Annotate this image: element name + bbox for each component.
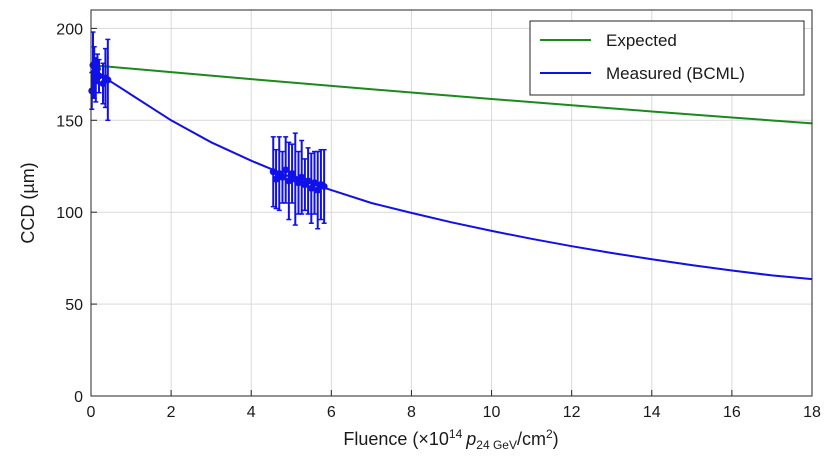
x-axis-label-unit: /cm — [517, 429, 546, 449]
data-point — [278, 173, 286, 181]
x-axis-label-prefix: Fluence (×10 — [343, 429, 449, 449]
x-tick-label: 12 — [563, 404, 581, 421]
series-line-expected — [90, 64, 813, 125]
y-tick-label: 100 — [56, 205, 83, 222]
plot-frame — [90, 9, 813, 397]
x-tick-label: 4 — [247, 404, 256, 421]
x-axis-label-unit-exponent: 2 — [546, 427, 553, 441]
data-point — [104, 76, 112, 84]
data-point — [272, 175, 280, 183]
tick-layer: 0 2 4 6 8 10 12 14 16 18 0 50 100 150 200 — [56, 21, 821, 421]
x-axis-label-particle: p — [465, 429, 476, 449]
x-axis-label: Fluence (×1014 p24 GeV/cm2) — [343, 427, 558, 452]
legend-label-measured: Measured (BCML) — [606, 64, 745, 83]
x-tick-label: 10 — [483, 404, 501, 421]
x-tick-label: 14 — [643, 404, 661, 421]
data-point — [304, 177, 312, 185]
data-point — [282, 166, 290, 174]
data-point — [294, 179, 302, 187]
data-point — [95, 72, 103, 80]
legend: Expected Measured (BCML) — [529, 20, 805, 96]
x-axis-label-suffix: ) — [553, 429, 559, 449]
y-tick-label: 0 — [74, 389, 83, 406]
legend-box — [529, 20, 805, 96]
data-point — [320, 182, 328, 190]
series-layer — [88, 31, 813, 281]
y-axis-label: CCD (µm) — [18, 162, 38, 243]
data-point — [269, 168, 277, 176]
x-tick-label: 0 — [87, 404, 96, 421]
y-tick-label: 150 — [56, 113, 83, 130]
data-point — [314, 186, 322, 194]
x-axis-label-subscript: 24 GeV — [476, 438, 517, 452]
data-point — [298, 173, 306, 181]
data-point — [311, 179, 319, 187]
data-point — [285, 177, 293, 185]
series-line-measured — [90, 66, 813, 281]
x-tick-label: 8 — [407, 404, 416, 421]
x-tick-label: 6 — [327, 404, 336, 421]
x-tick-label: 18 — [803, 404, 821, 421]
x-tick-label: 2 — [167, 404, 176, 421]
x-tick-label: 16 — [723, 404, 741, 421]
data-point — [307, 184, 315, 192]
legend-label-expected: Expected — [606, 31, 677, 50]
data-point — [288, 170, 296, 178]
y-tick-label: 50 — [65, 297, 83, 314]
x-axis-label-exponent: 14 — [449, 427, 463, 441]
y-tick-label: 200 — [56, 21, 83, 38]
